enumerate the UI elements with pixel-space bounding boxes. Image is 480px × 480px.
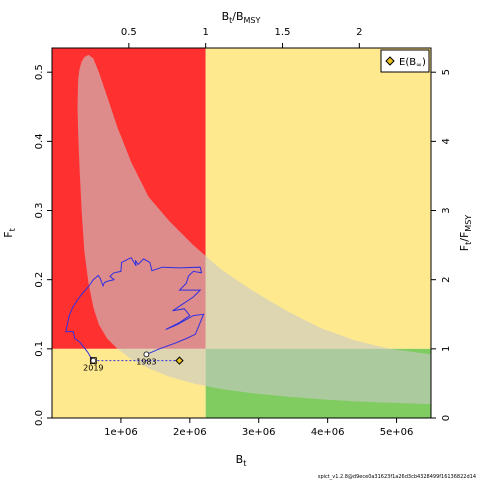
- biomass-fishing-trajectory: [65, 256, 205, 361]
- x-axis-ticks: 1e+06 2e+06 3e+06 4e+06 5e+06: [104, 418, 413, 438]
- top-tick-label: 1: [202, 27, 208, 38]
- legend-label: E(B∞): [399, 57, 426, 69]
- y-axis-ticks: 0.0 0.1 0.2 0.3 0.4 0.5: [34, 64, 52, 426]
- right-tick-label: 1: [441, 346, 452, 352]
- x-tick-label: 2e+06: [173, 427, 207, 438]
- top-tick-label: 0.5: [121, 27, 137, 38]
- equilibrium-biomass-marker: [175, 356, 184, 365]
- year-1983-marker: [143, 351, 150, 358]
- plot-frame: [51, 47, 432, 419]
- right-axis-label: Ft/FMSY: [458, 215, 473, 251]
- y-axis-label: Ft: [2, 228, 17, 237]
- y-tick-label: 0.5: [34, 64, 45, 80]
- top-axis-label: Bt/BMSY: [222, 10, 261, 25]
- y-tick-label: 0.2: [34, 272, 45, 288]
- right-tick-label: 4: [441, 138, 452, 144]
- top-tick-label: 1.5: [275, 27, 291, 38]
- x-axis-label: Bt: [236, 453, 247, 468]
- right-tick-label: 5: [441, 69, 452, 75]
- year-2019-marker: [90, 357, 97, 364]
- right-tick-label: 3: [441, 207, 452, 213]
- top-tick-label: 2: [356, 27, 362, 38]
- x-tick-label: 1e+06: [104, 427, 138, 438]
- x-tick-label: 5e+06: [380, 427, 414, 438]
- top-axis-ticks: 0.5 1 1.5 2: [121, 27, 363, 48]
- x-tick-label: 4e+06: [311, 427, 345, 438]
- right-tick-label: 2: [441, 276, 452, 282]
- confidence-region: [77, 54, 431, 405]
- x-tick-label: 3e+06: [242, 427, 276, 438]
- version-footer: spict_v1.2.8@d9ece0a31623f1a26d3cb432849…: [318, 474, 476, 480]
- year-label-2019: 2019: [83, 364, 103, 373]
- right-tick-label: 0: [441, 415, 452, 421]
- y-tick-label: 0.3: [34, 203, 45, 219]
- y-tick-label: 0.0: [34, 410, 45, 426]
- y-tick-label: 0.1: [34, 341, 45, 357]
- legend-diamond-marker: [385, 56, 395, 66]
- year-label-1983: 1983: [136, 357, 156, 366]
- year-2019-marker-square: [89, 357, 97, 364]
- right-axis-ticks: 0 1 2 3 4 5: [431, 69, 452, 421]
- legend-box: [380, 49, 430, 73]
- y-tick-label: 0.4: [34, 133, 45, 149]
- legend: E(B∞): [380, 49, 430, 73]
